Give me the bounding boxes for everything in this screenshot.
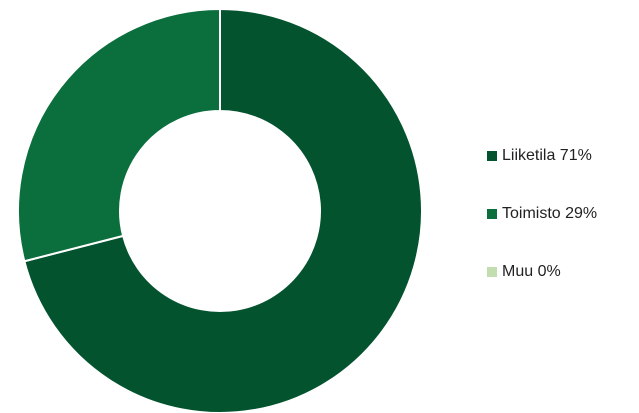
donut-slice-toimisto <box>17 8 221 263</box>
donut-slice-liiketila <box>23 8 423 413</box>
legend-item-toimisto: Toimisto 29% <box>487 204 637 224</box>
legend-label-liiketila: Liiketila 71% <box>502 147 592 164</box>
legend-swatch-liiketila <box>487 151 497 161</box>
legend-item-liiketila: Liiketila 71% <box>487 146 637 166</box>
legend-swatch-toimisto <box>487 209 497 219</box>
legend-label-toimisto: Toimisto 29% <box>502 205 598 222</box>
legend-label-muu: Muu 0% <box>502 263 561 280</box>
legend-item-muu: Muu 0% <box>487 262 637 282</box>
legend-swatch-muu <box>487 267 497 277</box>
chart-legend: Liiketila 71% Toimisto 29% Muu 0% <box>487 146 637 282</box>
